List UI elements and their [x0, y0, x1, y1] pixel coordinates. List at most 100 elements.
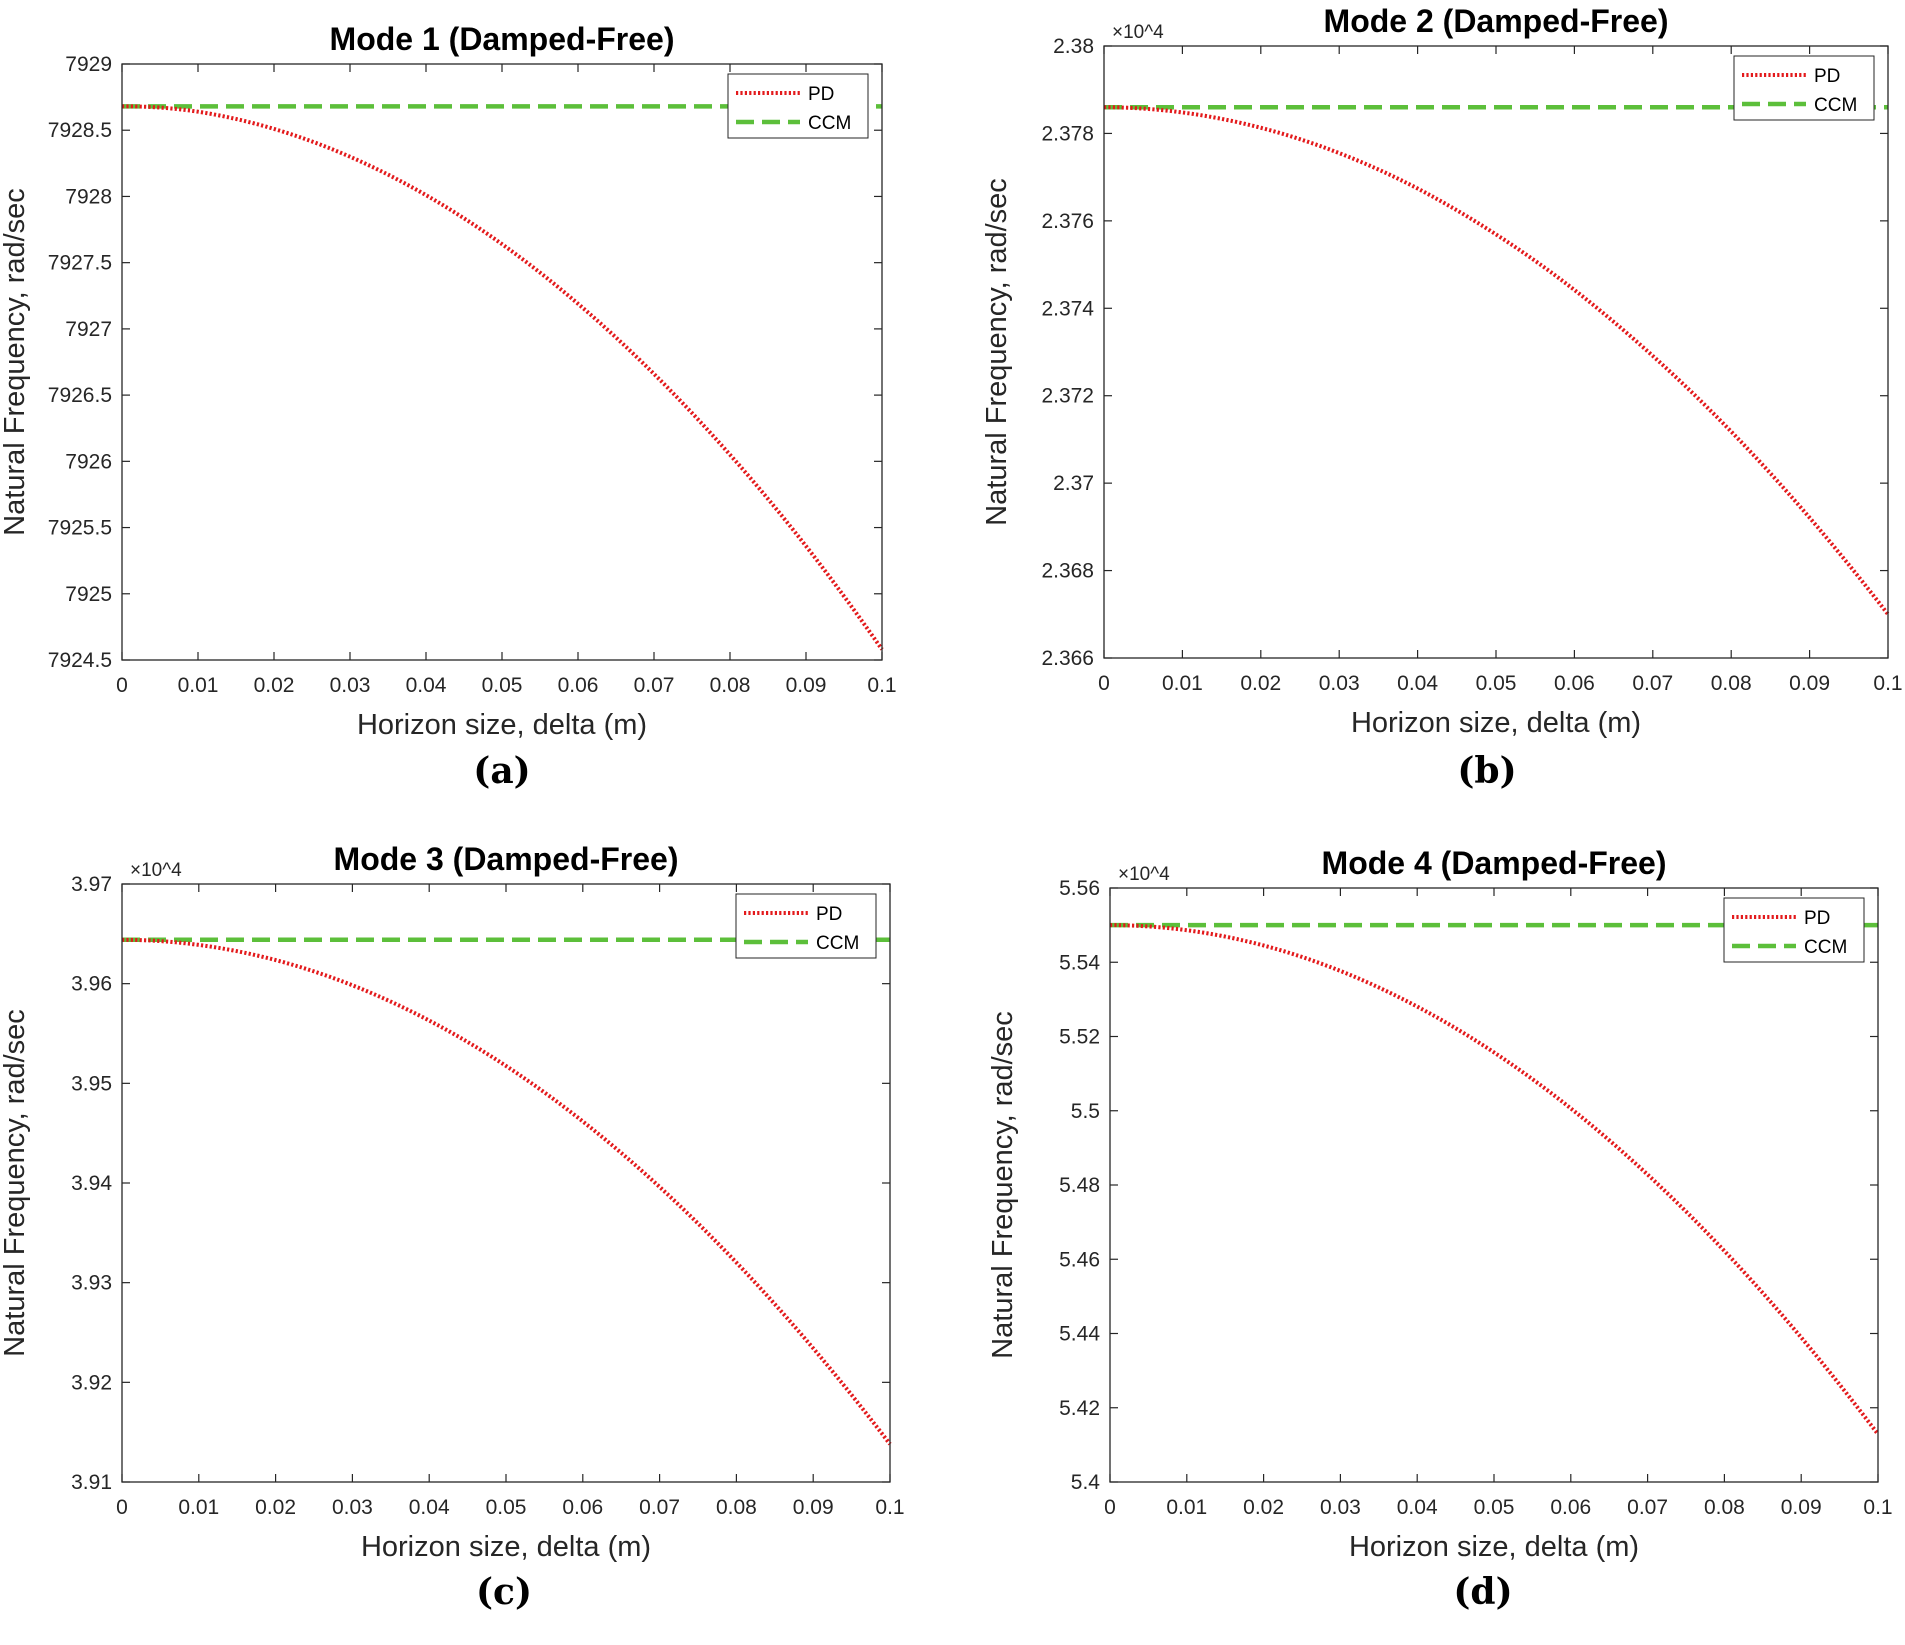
- series-pd-line: [1109, 923, 1880, 1436]
- x-tick-label: 0.02: [1240, 672, 1281, 695]
- x-tick-label: 0.02: [254, 674, 295, 697]
- x-tick-label: 0.09: [786, 674, 827, 697]
- x-axis-ticks: 0 0.01 0.02 0.03 0.04 0.05 0.06 0.07 0.08 0.09 0.1: [116, 64, 897, 697]
- x-tick-label: 0.04: [1397, 672, 1438, 695]
- x-tick-label: 0.06: [1554, 672, 1595, 695]
- panel-d: Mode 4 (Damped-Free) ×10^4 0 0.01 0.02 0.03…: [987, 845, 1893, 1613]
- legend-pd-label: PD: [1804, 908, 1830, 929]
- legend-ccm-label: CCM: [816, 933, 859, 954]
- panel-caption: (b): [1457, 750, 1516, 792]
- x-tick-label: 0.1: [867, 674, 896, 697]
- x-tick-label: 0: [1098, 672, 1110, 695]
- x-tick-label: 0: [116, 674, 128, 697]
- y-tick-label: 3.91: [71, 1471, 112, 1494]
- y-tick-label: 2.37: [1053, 472, 1094, 495]
- plot-area: [122, 64, 882, 660]
- x-tick-label: 0.03: [330, 674, 371, 697]
- series-pd-line: [121, 937, 892, 1446]
- y-tick-label: 5.48: [1059, 1174, 1100, 1197]
- plot-frame: [121, 883, 891, 1483]
- x-tick-label: 0.05: [1476, 672, 1517, 695]
- y-tick-label: 7927: [65, 318, 112, 341]
- x-tick-label: 0.1: [1863, 1496, 1892, 1519]
- series-pd-line: [122, 104, 884, 651]
- x-tick-label: 0.06: [562, 1496, 603, 1519]
- y-tick-label: 2.378: [1041, 122, 1094, 145]
- legend-ccm-label: CCM: [808, 113, 851, 134]
- y-tick-label: 7925.5: [48, 517, 112, 540]
- x-tick-label: 0.05: [1474, 1496, 1515, 1519]
- x-tick-label: 0.08: [710, 674, 751, 697]
- legend-box: [735, 893, 877, 959]
- x-tick-label: 0.08: [1711, 672, 1752, 695]
- x-tick-label: 0: [1104, 1496, 1116, 1519]
- y-tick-label: 5.52: [1059, 1026, 1100, 1049]
- x-tick-label: 0.07: [1627, 1496, 1668, 1519]
- x-axis-ticks: 0 0.01 0.02 0.03 0.04 0.05 0.06 0.07 0.08 0.09 0.1: [116, 884, 905, 1519]
- legend-ccm-label: CCM: [1804, 937, 1847, 958]
- x-tick-label: 0.1: [875, 1496, 904, 1519]
- x-tick-label: 0: [116, 1496, 128, 1519]
- x-tick-label: 0.02: [255, 1496, 296, 1519]
- y-tick-label: 5.54: [1059, 951, 1100, 974]
- x-axis-label: Horizon size, delta (m): [357, 709, 647, 741]
- x-tick-label: 0.07: [639, 1496, 680, 1519]
- y-tick-label: 5.42: [1059, 1397, 1100, 1420]
- y-tick-label: 2.376: [1041, 210, 1094, 233]
- x-tick-label: 0.08: [716, 1496, 757, 1519]
- x-tick-label: 0.01: [1166, 1496, 1207, 1519]
- panel-b: Mode 2 (Damped-Free) ×10^4 0 0.01 0.02 0.03…: [981, 3, 1903, 792]
- y-tick-label: 7927.5: [48, 252, 112, 275]
- y-axis-ticks: 5.4 5.42 5.44 5.46 5.48 5.5 5.52 5.54 5.56: [1059, 877, 1878, 1494]
- y-tick-label: 7926.5: [48, 384, 112, 407]
- x-axis-label: Horizon size, delta (m): [1349, 1531, 1639, 1563]
- y-tick-label: 2.366: [1041, 647, 1094, 670]
- y-tick-label: 7924.5: [48, 649, 112, 672]
- y-tick-label: 2.368: [1041, 560, 1094, 583]
- plot-frame: [121, 63, 883, 661]
- y-tick-label: 5.44: [1059, 1323, 1100, 1346]
- y-tick-label: 7929: [65, 53, 112, 76]
- y-axis-label: Natural Frequency, rad/sec: [981, 178, 1013, 526]
- y-tick-label: 3.94: [71, 1172, 112, 1195]
- plot-area: [1104, 46, 1888, 658]
- y-axis-ticks: 3.91 3.92 3.93 3.94 3.95 3.96 3.97: [71, 873, 890, 1494]
- x-tick-label: 0.01: [1162, 672, 1203, 695]
- y-tick-label: 3.93: [71, 1272, 112, 1295]
- panel-a: Mode 1 (Damped-Free) 0 0.01 0.02 0.03 0.04 0.…: [0, 21, 897, 792]
- legend-box: [727, 73, 869, 139]
- x-tick-label: 0.08: [1704, 1496, 1745, 1519]
- y-tick-label: 5.4: [1071, 1471, 1101, 1494]
- x-axis-label: Horizon size, delta (m): [361, 1531, 651, 1563]
- x-tick-label: 0.02: [1243, 1496, 1284, 1519]
- y-axis-label: Natural Frequency, rad/sec: [0, 188, 31, 536]
- y-tick-label: 2.38: [1053, 35, 1094, 58]
- x-tick-label: 0.06: [558, 674, 599, 697]
- y-tick-label: 3.95: [71, 1072, 112, 1095]
- y-axis-ticks: 2.366 2.368 2.37 2.372 2.374 2.376 2.378 2.38: [1041, 35, 1888, 670]
- x-tick-label: 0.07: [634, 674, 675, 697]
- y-tick-label: 7928.5: [48, 119, 112, 142]
- y-tick-label: 5.46: [1059, 1248, 1100, 1271]
- x-axis-ticks: 0 0.01 0.02 0.03 0.04 0.05 0.06 0.07 0.08 0.09 0.1: [1098, 46, 1903, 695]
- plot-area: [122, 884, 890, 1482]
- x-axis-label: Horizon size, delta (m): [1351, 707, 1641, 739]
- plot-area: [1110, 888, 1878, 1482]
- panel-caption: (d): [1453, 1571, 1512, 1613]
- x-tick-label: 0.04: [1397, 1496, 1438, 1519]
- x-tick-label: 0.06: [1550, 1496, 1591, 1519]
- y-tick-label: 3.96: [71, 973, 112, 996]
- x-tick-label: 0.05: [486, 1496, 527, 1519]
- legend: PD CCM: [1733, 55, 1875, 121]
- x-tick-label: 0.04: [406, 674, 447, 697]
- x-tick-label: 0.03: [1319, 672, 1360, 695]
- x-axis-ticks: 0 0.01 0.02 0.03 0.04 0.05 0.06 0.07 0.08 0.09 0.1: [1104, 888, 1893, 1519]
- chart-title: Mode 3 (Damped-Free): [334, 841, 679, 877]
- x-tick-label: 0.05: [482, 674, 523, 697]
- y-axis-ticks: 7924.5 7925 7925.5 7926 7926.5 7927 7927.5 7928…: [48, 53, 882, 672]
- y-tick-label: 3.97: [71, 873, 112, 896]
- plot-frame: [1103, 45, 1889, 659]
- y-tick-label: 7928: [65, 185, 112, 208]
- axis-exponent-label: ×10^4: [1112, 22, 1164, 43]
